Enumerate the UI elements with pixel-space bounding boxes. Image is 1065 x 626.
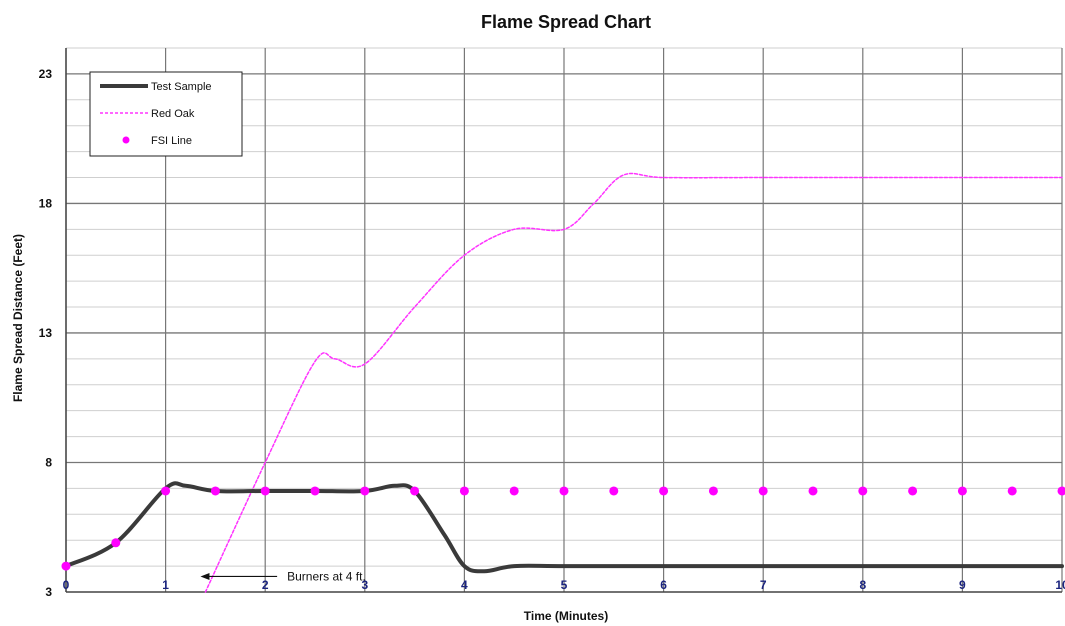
x-tick-label: 3: [361, 578, 368, 592]
y-axis-title: Flame Spread Distance (Feet): [11, 234, 25, 402]
legend-marker-fsi-line: [122, 136, 130, 144]
fsi-line-point: [808, 486, 818, 496]
annotations: Burners at 4 ft.: [200, 569, 366, 583]
x-tick-label: 6: [660, 578, 667, 592]
plot-frame: [65, 48, 1062, 593]
series-line-test-sample: [64, 481, 1064, 574]
series-line-red-oak: [204, 172, 1063, 593]
x-tick-label: 9: [959, 578, 966, 592]
series: [61, 172, 1065, 593]
fsi-line-point: [858, 486, 868, 496]
y-tick-label: 18: [39, 196, 53, 210]
burners-arrow-head: [200, 572, 210, 580]
fsi-line-point: [210, 486, 220, 496]
x-axis-title: Time (Minutes): [524, 609, 608, 623]
fsi-line-point: [1007, 486, 1017, 496]
legend-label-fsi-line: FSI Line: [151, 135, 192, 147]
fsi-line-point: [659, 486, 669, 496]
y-axis-ticks: 3 8 13 18 23: [39, 67, 53, 599]
legend: Test Sample Red Oak FSI Line: [89, 71, 243, 157]
legend-label-test-sample: Test Sample: [151, 81, 212, 93]
x-tick-label: 0: [63, 578, 70, 592]
fsi-line-point: [509, 486, 519, 496]
x-tick-label: 1: [162, 578, 169, 592]
y-tick-label: 13: [39, 326, 53, 340]
x-tick-label: 4: [461, 578, 468, 592]
x-tick-label: 7: [760, 578, 767, 592]
fsi-line-point: [957, 486, 967, 496]
fsi-line-point: [459, 486, 469, 496]
legend-label-red-oak: Red Oak: [151, 108, 195, 120]
fsi-line-point: [61, 561, 71, 571]
fsi-line-point: [360, 486, 370, 496]
chart-title: Flame Spread Chart: [481, 12, 651, 32]
fsi-line-point: [161, 486, 171, 496]
x-axis-ticks: 0 1 2 3 4 5 6 7 8 9 10: [63, 578, 1065, 592]
fsi-line-point: [260, 486, 270, 496]
x-tick-label: 5: [561, 578, 568, 592]
burners-annotation-text: Burners at 4 ft.: [287, 569, 366, 583]
fsi-line-point: [559, 486, 569, 496]
fsi-line-point: [609, 486, 619, 496]
fsi-line-point: [111, 538, 121, 548]
fsi-line-point: [1057, 486, 1065, 496]
fsi-line-point: [310, 486, 320, 496]
y-tick-label: 3: [45, 585, 52, 599]
fsi-line-point: [708, 486, 718, 496]
y-tick-label: 23: [39, 67, 53, 81]
x-tick-label: 2: [262, 578, 269, 592]
x-tick-label: 10: [1055, 578, 1065, 592]
x-tick-label: 8: [859, 578, 866, 592]
fsi-line-point: [758, 486, 768, 496]
fsi-line-point: [908, 486, 918, 496]
y-tick-label: 8: [45, 455, 52, 469]
fsi-line-point: [410, 486, 420, 496]
